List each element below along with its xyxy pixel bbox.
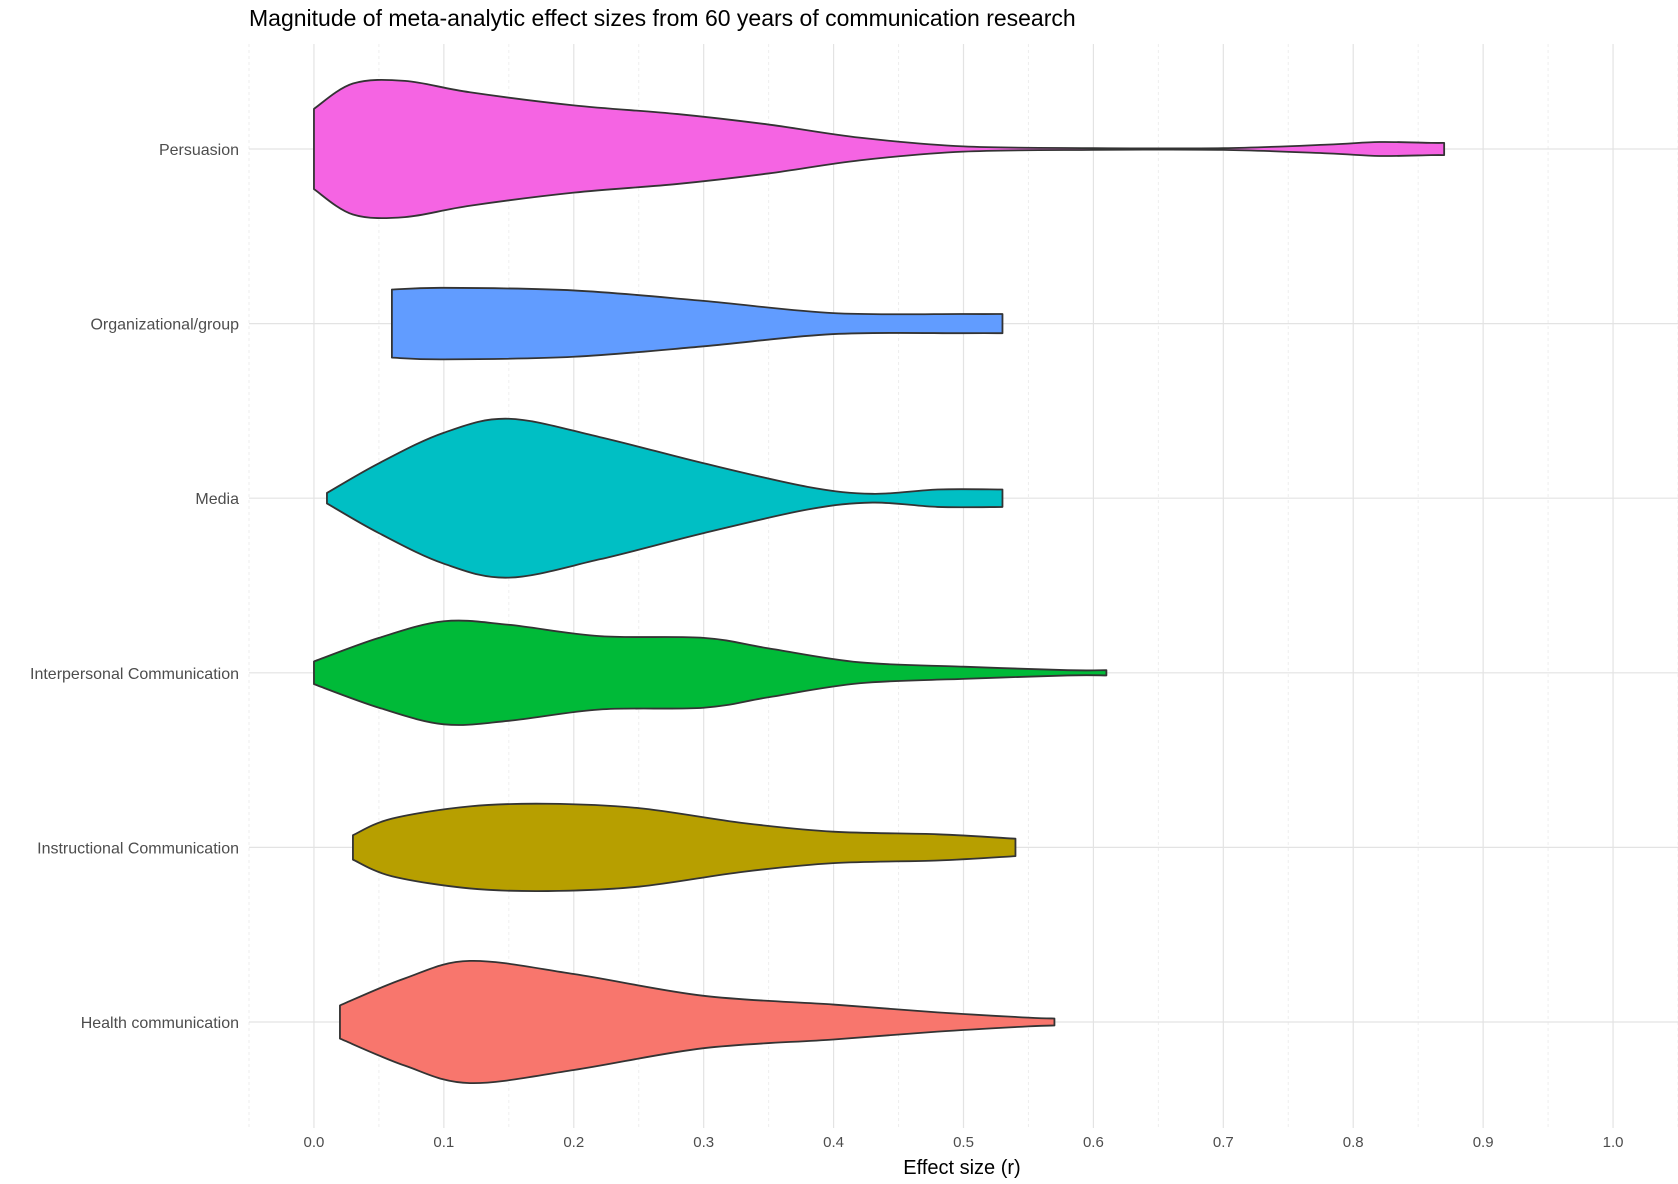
- y-tick-label: Instructional Communication: [37, 840, 239, 857]
- violin-organizational-group: [391, 286, 1004, 361]
- x-tick-label: 0.5: [953, 1134, 974, 1151]
- y-axis-labels: Persuasion Organizational/group Media Inter…: [30, 142, 239, 1032]
- x-tick-label: 0.2: [563, 1134, 584, 1151]
- y-tick-label: Interpersonal Communication: [30, 666, 239, 683]
- violin-media: [326, 417, 1004, 579]
- x-axis-title: Effect size (r): [903, 1157, 1020, 1179]
- x-tick-label: 0.1: [433, 1134, 454, 1151]
- violin-health-communication: [339, 959, 1056, 1085]
- x-tick-label: 0.4: [823, 1134, 844, 1151]
- y-tick-label: Organizational/group: [90, 317, 239, 334]
- x-tick-label: 0.0: [304, 1134, 325, 1151]
- y-tick-label: Media: [195, 491, 239, 508]
- x-tick-label: 0.9: [1473, 1134, 1494, 1151]
- violin-persuasion: [313, 78, 1446, 220]
- x-tick-label: 0.3: [693, 1134, 714, 1151]
- violins: [313, 78, 1446, 1085]
- chart-title: Magnitude of meta-analytic effect sizes …: [249, 5, 1076, 31]
- x-tick-label: 1.0: [1603, 1134, 1624, 1151]
- y-tick-label: Health communication: [81, 1015, 239, 1032]
- x-tick-label: 0.8: [1343, 1134, 1364, 1151]
- x-tick-label: 0.6: [1083, 1134, 1104, 1151]
- violin-interpersonal-communication: [313, 619, 1108, 726]
- violin-instructional-communication: [352, 802, 1017, 893]
- y-tick-label: Persuasion: [159, 142, 239, 159]
- x-axis-labels: 0.0 0.1 0.2 0.3 0.4 0.5 0.6 0.7 0.8 0.9 1.0: [304, 1134, 1624, 1151]
- x-tick-label: 0.7: [1213, 1134, 1234, 1151]
